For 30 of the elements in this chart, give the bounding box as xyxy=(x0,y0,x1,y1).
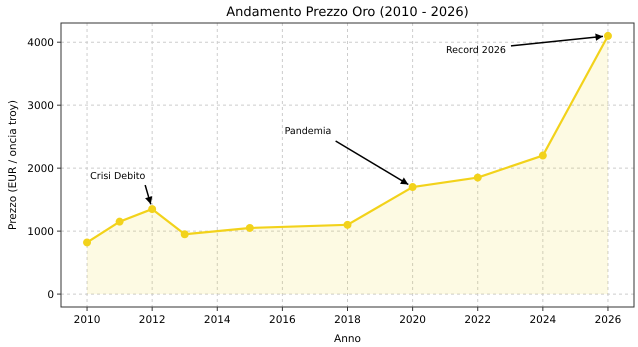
y-tick-label: 3000 xyxy=(27,100,54,112)
y-tick-label: 1000 xyxy=(27,226,54,238)
point xyxy=(344,220,352,229)
x-axis-title: Anno xyxy=(334,333,361,345)
annotation: Pandemia xyxy=(284,126,332,138)
annotation: Crisi Debito xyxy=(90,171,146,182)
y-tick-label: 2000 xyxy=(27,163,54,176)
x-tick-label: 2010 xyxy=(74,314,100,326)
chart-title: Andamento Prezzo Oro (2010 - 2026) xyxy=(226,5,469,20)
y-tick-label: 0 xyxy=(47,289,54,302)
point xyxy=(83,238,92,246)
x-tick-label: 2018 xyxy=(334,314,361,326)
point xyxy=(246,224,254,232)
x-tick-label: 2014 xyxy=(204,314,231,326)
x-tick-label: 2026 xyxy=(594,314,622,326)
point xyxy=(180,230,189,238)
x-tick-label: 2012 xyxy=(138,314,166,326)
annotation: Record 2026 xyxy=(446,44,506,56)
x-tick-label: 2022 xyxy=(464,314,492,326)
y-axis-title: Prezzo (EUR / oncia troy) xyxy=(7,100,19,230)
point xyxy=(148,205,156,214)
point xyxy=(116,218,124,226)
x-tick-label: 2016 xyxy=(269,314,296,326)
point xyxy=(408,183,417,192)
x-tick-label: 2020 xyxy=(399,314,426,326)
point xyxy=(474,174,482,182)
point xyxy=(604,32,612,40)
point xyxy=(538,152,547,160)
x-tick-label: 2024 xyxy=(529,314,557,326)
y-tick-label: 4000 xyxy=(27,37,54,50)
